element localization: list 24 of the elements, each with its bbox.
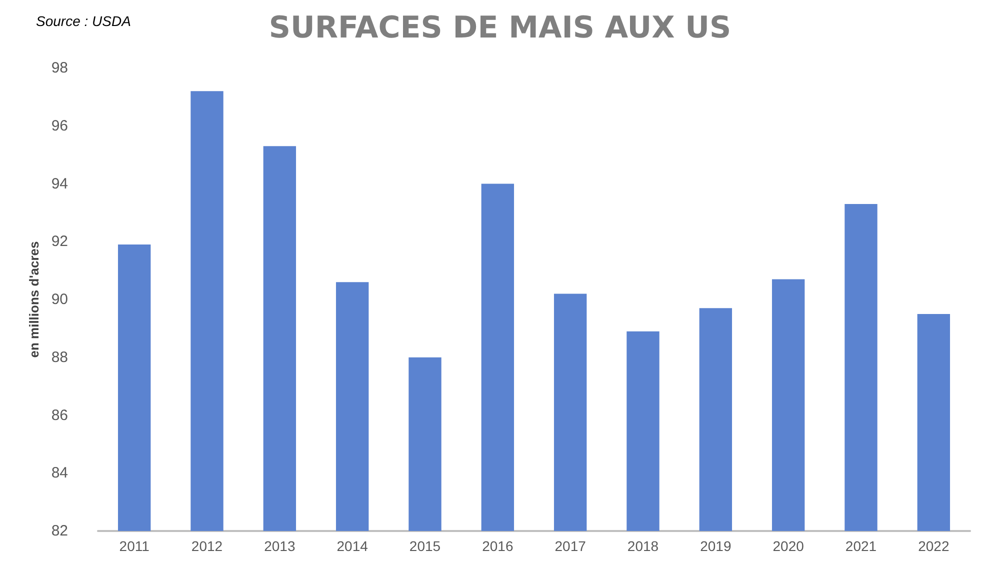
y-tick-label: 98 [51,60,68,76]
y-tick-label: 86 [51,406,68,424]
y-tick-label: 82 [51,522,68,540]
x-tick-label: 2013 [264,538,296,554]
y-tick-label: 96 [51,117,68,134]
x-tick-label: 2021 [845,538,877,554]
chart-title: SURFACES DE MAIS AUX US [268,10,732,46]
y-tick-label: 84 [51,464,68,482]
x-tick-label: 2019 [700,538,732,554]
x-tick-label: 2015 [409,538,441,554]
x-tick-label: 2022 [918,538,950,554]
source-note: Source : USDA [36,13,131,29]
x-tick-label: 2018 [627,538,659,554]
y-tick-label: 94 [51,175,68,192]
x-tick-label: 2017 [554,538,586,554]
x-tick-label: 2014 [336,538,368,554]
x-tick-label: 2012 [191,538,223,554]
y-tick-label: 92 [51,233,68,250]
y-axis-title: en millions d'acres [26,241,42,358]
y-tick-label: 90 [51,291,68,308]
x-tick-label: 2011 [119,538,150,554]
x-tick-label: 2016 [482,538,514,554]
y-tick-label: 88 [51,348,68,366]
x-tick-label: 2020 [772,538,804,554]
